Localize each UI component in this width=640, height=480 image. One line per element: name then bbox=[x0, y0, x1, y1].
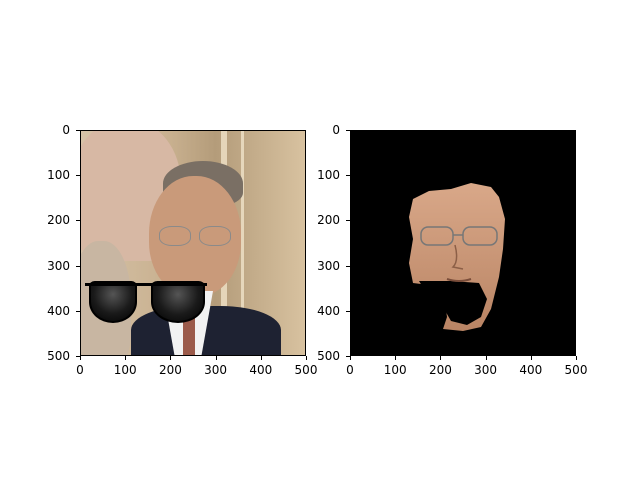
left-ytick-mark bbox=[76, 356, 80, 357]
left-xtick-label: 100 bbox=[113, 363, 137, 377]
left-ytick-label: 100 bbox=[47, 168, 70, 183]
left-xtick-mark bbox=[170, 356, 171, 360]
eyeglasses-right-lens bbox=[199, 226, 231, 246]
left-ytick-label: 400 bbox=[47, 303, 70, 318]
left-xtick-mark bbox=[80, 356, 81, 360]
left-xtick-label: 500 bbox=[294, 363, 318, 377]
right-xtick-mark bbox=[486, 356, 487, 360]
right-ytick-mark bbox=[346, 175, 350, 176]
right-ytick-label: 100 bbox=[317, 168, 340, 183]
eyeglasses-right-lens bbox=[462, 226, 498, 246]
nose bbox=[451, 244, 464, 270]
face-mask-svg bbox=[409, 183, 505, 331]
left-xtick-mark bbox=[125, 356, 126, 360]
right-ytick-mark bbox=[346, 266, 350, 267]
left-ytick-mark bbox=[76, 266, 80, 267]
left-xtick-label: 400 bbox=[249, 363, 273, 377]
left-ytick-mark bbox=[76, 130, 80, 131]
right-xtick-mark bbox=[395, 356, 396, 360]
right-ytick-label: 400 bbox=[317, 303, 340, 318]
left-ytick-label: 200 bbox=[47, 213, 70, 228]
right-ytick-mark bbox=[346, 356, 350, 357]
right-xtick-label: 400 bbox=[519, 363, 543, 377]
left-ytick-mark bbox=[76, 175, 80, 176]
left-ytick-mark bbox=[76, 311, 80, 312]
left-ytick-label: 0 bbox=[62, 123, 70, 137]
masked-cutout-region bbox=[419, 281, 487, 325]
left-xtick-label: 300 bbox=[204, 363, 228, 377]
right-xtick-mark bbox=[531, 356, 532, 360]
left-xtick-label: 200 bbox=[158, 363, 182, 377]
mouth bbox=[446, 278, 472, 282]
right-xtick-mark bbox=[350, 356, 351, 360]
right-ytick-mark bbox=[346, 130, 350, 131]
left-xtick-label: 0 bbox=[76, 363, 84, 377]
right-xtick-mark bbox=[576, 356, 577, 360]
right-ytick-label: 200 bbox=[317, 213, 340, 228]
right-xtick-label: 300 bbox=[474, 363, 498, 377]
right-ytick-label: 0 bbox=[332, 123, 340, 137]
right-ytick-mark bbox=[346, 220, 350, 221]
eyeglasses-left-lens bbox=[159, 226, 191, 246]
tie bbox=[183, 316, 195, 355]
sunglasses-right-lens bbox=[151, 281, 205, 323]
right-ytick-label: 300 bbox=[317, 258, 340, 273]
right-xtick-label: 200 bbox=[428, 363, 452, 377]
left-xtick-mark bbox=[306, 356, 307, 360]
left-xtick-mark bbox=[261, 356, 262, 360]
right-xtick-label: 0 bbox=[346, 363, 354, 377]
eyeglasses-left-lens bbox=[420, 226, 454, 246]
right-xtick-label: 100 bbox=[383, 363, 407, 377]
right-xtick-mark bbox=[440, 356, 441, 360]
right-xtick-label: 500 bbox=[564, 363, 588, 377]
left-xtick-mark bbox=[216, 356, 217, 360]
right-ytick-mark bbox=[346, 311, 350, 312]
sunglasses-left-lens bbox=[89, 281, 137, 323]
left-ytick-mark bbox=[76, 220, 80, 221]
wood-stripe bbox=[241, 131, 244, 355]
left-ytick-label: 300 bbox=[47, 258, 70, 273]
left-ytick-label: 500 bbox=[47, 349, 70, 363]
sunglasses-frame bbox=[85, 283, 207, 286]
right-ytick-label: 500 bbox=[317, 349, 340, 363]
left-image-axes bbox=[80, 130, 306, 356]
right-image-axes bbox=[350, 130, 576, 356]
